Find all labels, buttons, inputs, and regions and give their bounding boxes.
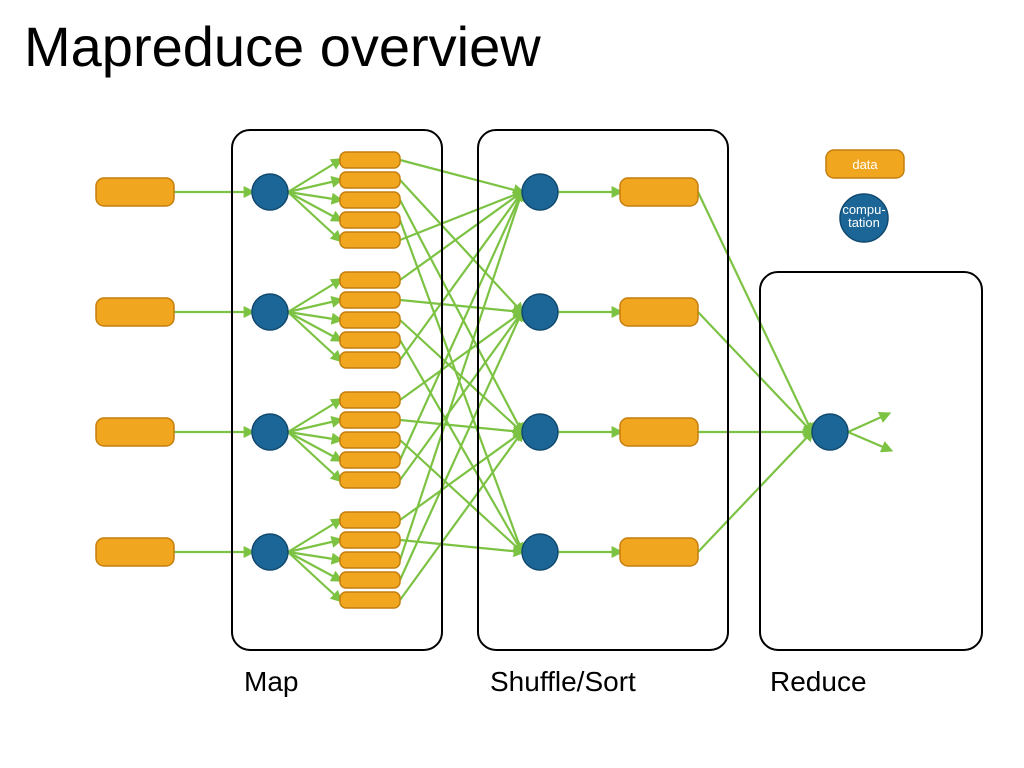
- mapreduce-diagram: data compu-tation: [0, 0, 1024, 768]
- phase-label-reduce: Reduce: [770, 666, 867, 698]
- legend-data-label: data: [852, 157, 878, 172]
- phase-label-map: Map: [244, 666, 298, 698]
- phase-label-shuffle: Shuffle/Sort: [490, 666, 636, 698]
- slide: Mapreduce overview datacompu-tation Map …: [0, 0, 1024, 768]
- legend-layer: data compu-tation: [826, 150, 904, 242]
- phase-box-reduce: [760, 272, 982, 650]
- arrows-layer: [174, 160, 890, 600]
- legend-comp-label: compu-tation: [842, 202, 885, 230]
- slide-title: Mapreduce overview: [24, 14, 541, 79]
